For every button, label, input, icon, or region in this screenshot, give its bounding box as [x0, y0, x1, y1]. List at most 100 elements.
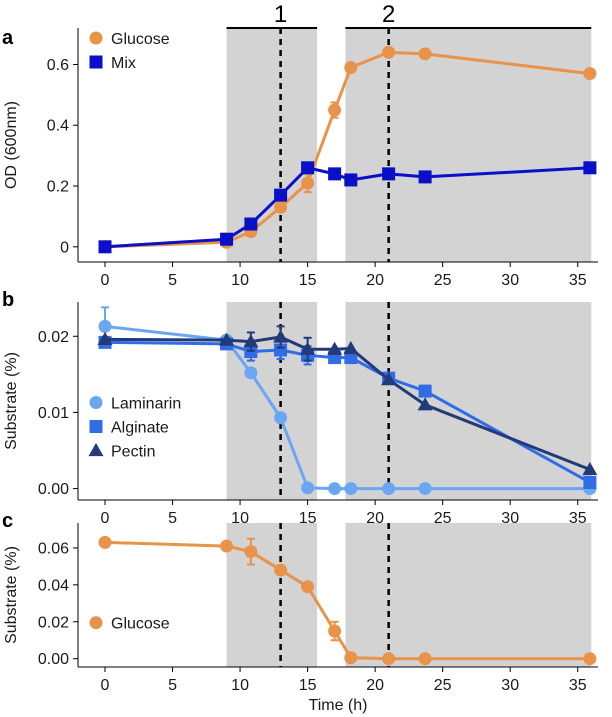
- data-point-alginate: [583, 475, 597, 489]
- period-1-shade: [226, 302, 318, 500]
- legend-label-mix: Mix: [111, 55, 136, 72]
- x-tick-label: 25: [434, 272, 452, 289]
- data-point-glucose: [220, 539, 234, 553]
- y-tick-label: 0: [60, 239, 69, 256]
- y-tick-label: 0.06: [38, 540, 69, 557]
- x-tick-label: 10: [231, 272, 249, 289]
- series-line-mix: [104, 166, 590, 249]
- x-tick-label: 35: [569, 510, 587, 527]
- data-point-mix: [418, 170, 432, 184]
- y-tick-label: 0.4: [47, 118, 69, 135]
- data-point-pectin: [417, 397, 433, 411]
- data-point-pectin: [381, 372, 397, 386]
- data-point-pectin: [327, 341, 343, 355]
- y-axis-title: Substrate (%): [3, 352, 20, 450]
- data-point-glucose: [301, 580, 315, 594]
- series-line-pectin: [105, 335, 591, 471]
- series-laminarin: [98, 306, 597, 496]
- data-point-pectin: [97, 331, 113, 345]
- period-1-label: 1: [274, 1, 287, 28]
- series-mix: [98, 161, 597, 254]
- data-point-mix: [244, 217, 258, 231]
- y-axis-title: OD (600nm): [3, 101, 20, 189]
- data-point-laminarin: [301, 481, 315, 495]
- series-pectin: [97, 325, 598, 476]
- legend-marker-glucose: [89, 31, 103, 45]
- x-tick-label: 25: [434, 510, 452, 527]
- period-2-shade: [345, 523, 592, 667]
- panel-label-b: b: [2, 289, 14, 311]
- series-line-glucose: [104, 540, 590, 661]
- data-point-mix: [328, 167, 342, 181]
- data-point-pectin: [582, 462, 598, 476]
- legend: Glucose Mix: [89, 31, 170, 72]
- data-point-glucose: [274, 563, 288, 577]
- data-point-glucose: [583, 652, 597, 666]
- data-point-laminarin: [344, 482, 358, 496]
- series-glucose: [98, 45, 597, 254]
- legend-marker-laminarin: [89, 396, 103, 410]
- y-tick-label: 0.02: [38, 614, 69, 631]
- data-point-mix: [98, 240, 112, 254]
- period-2-label: 2: [382, 1, 395, 28]
- data-point-laminarin: [382, 482, 396, 496]
- legend-marker-mix: [89, 55, 103, 69]
- x-axis-title: Time (h): [309, 697, 368, 714]
- data-point-alginate: [418, 384, 432, 398]
- x-tick-label: 10: [231, 677, 249, 694]
- legend-label-laminarin: Laminarin: [111, 396, 181, 413]
- x-tick-label: 0: [101, 272, 110, 289]
- panel-label-a: a: [2, 27, 14, 49]
- data-point-glucose: [328, 624, 342, 638]
- data-point-mix: [583, 161, 597, 175]
- legend-marker-glucose: [89, 616, 103, 630]
- x-tick-label: 5: [168, 677, 177, 694]
- data-point-glucose: [274, 200, 288, 214]
- data-point-laminarin: [274, 411, 288, 425]
- legend-label-pectin: Pectin: [111, 444, 155, 461]
- panel-b: 0.00 0.01 0.02 0 5 10 15 20 25 30 35 Substrate (%) b…: [2, 289, 598, 527]
- y-tick-label: 0.00: [38, 481, 69, 498]
- data-point-laminarin: [98, 319, 112, 333]
- x-tick-label: 20: [366, 677, 384, 694]
- data-point-pectin: [343, 340, 359, 355]
- legend-marker-alginate: [89, 420, 103, 434]
- x-tick-label: 20: [366, 510, 384, 527]
- y-tick-label: 0.04: [38, 577, 69, 594]
- period-1-shade: [226, 523, 318, 667]
- data-point-glucose: [244, 545, 258, 559]
- x-tick-label: 15: [299, 510, 317, 527]
- data-point-glucose: [344, 651, 358, 665]
- x-tick-label: 25: [434, 677, 452, 694]
- y-axis-title: Substrate (%): [3, 546, 20, 644]
- data-point-mix: [220, 232, 234, 246]
- data-point-pectin: [243, 334, 259, 348]
- legend-label-alginate: Alginate: [111, 420, 169, 437]
- x-tick-label: 5: [168, 510, 177, 527]
- y-tick-label: 0.02: [38, 329, 69, 346]
- data-point-glucose: [301, 176, 315, 190]
- series-line-glucose: [104, 50, 591, 249]
- data-point-glucose: [98, 535, 112, 549]
- series-glucose: [98, 535, 597, 666]
- legend-marker-pectin: [88, 443, 104, 457]
- panel-label-c: c: [2, 510, 13, 532]
- data-point-glucose: [382, 45, 396, 59]
- period-1-shade: [226, 28, 318, 262]
- x-tick-label: 15: [299, 272, 317, 289]
- data-point-glucose: [344, 61, 358, 75]
- x-tick-label: 20: [366, 272, 384, 289]
- panel-c: 0.00 0.02 0.04 0.06 0 5 10 15 20 25 30 35 Substrate …: [2, 510, 598, 694]
- x-tick-label: 30: [501, 272, 519, 289]
- legend-label-glucose: Glucose: [111, 616, 170, 633]
- x-tick-label: 5: [168, 272, 177, 289]
- x-tick-label: 35: [569, 677, 587, 694]
- data-point-mix: [274, 188, 288, 202]
- y-tick-label: 0.00: [38, 651, 69, 668]
- data-point-glucose: [418, 652, 432, 666]
- data-point-pectin: [219, 332, 235, 346]
- data-point-glucose: [583, 67, 597, 81]
- legend: Glucose: [89, 616, 170, 633]
- period-2-shade: [345, 302, 592, 500]
